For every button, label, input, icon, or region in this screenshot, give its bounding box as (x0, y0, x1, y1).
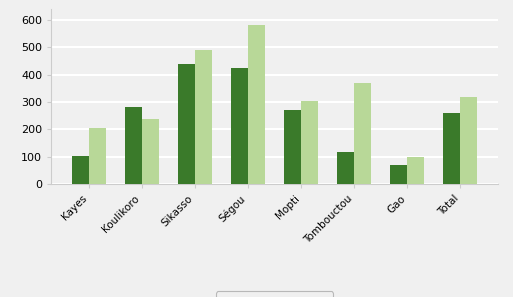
Bar (354, 83, 371, 184)
Bar (301, 101, 318, 184)
Bar (407, 157, 424, 184)
Bar (390, 165, 407, 184)
Bar (178, 64, 195, 184)
Bar (125, 108, 142, 184)
Bar (142, 119, 159, 184)
Bar (337, 152, 354, 184)
Bar (195, 50, 212, 184)
Bar (284, 110, 301, 184)
Legend: 2000, 2008: 2000, 2008 (215, 291, 333, 297)
Bar (231, 68, 248, 184)
Bar (89, 128, 106, 184)
Bar (460, 97, 477, 184)
Bar (72, 156, 89, 184)
Bar (443, 113, 460, 184)
Bar (248, 25, 265, 184)
